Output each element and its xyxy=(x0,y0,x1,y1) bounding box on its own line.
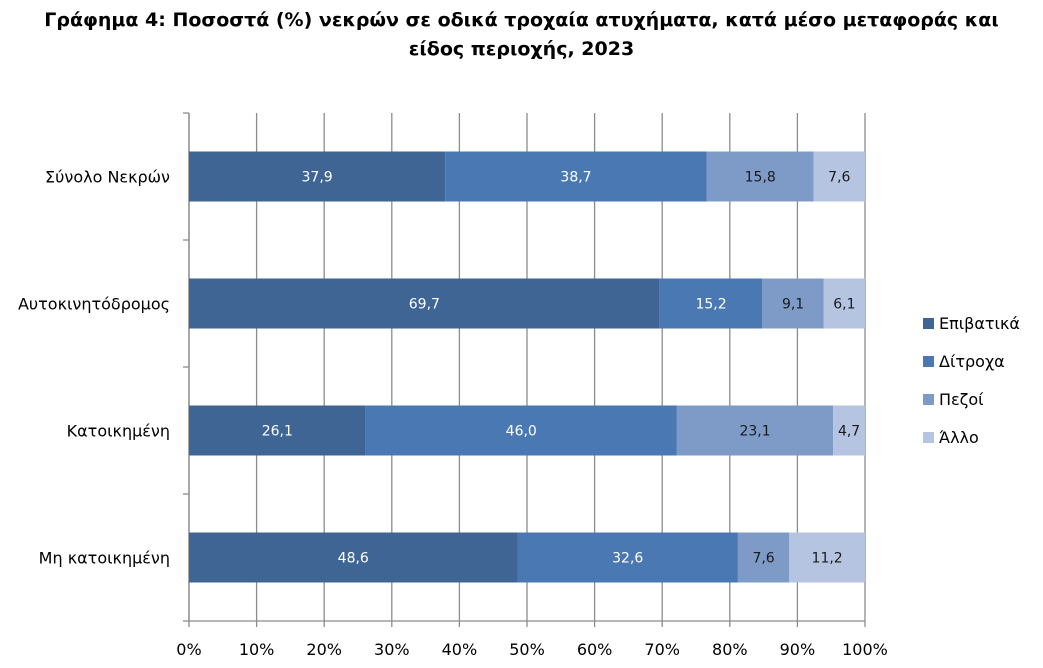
x-tick-label: 70% xyxy=(644,640,680,659)
bar-segment xyxy=(517,532,738,583)
legend-label: Δίτροχα xyxy=(939,352,1005,371)
data-label: 11,2 xyxy=(812,551,843,567)
bar-segment xyxy=(833,405,865,456)
x-tick-label: 40% xyxy=(442,640,478,659)
data-label: 7,6 xyxy=(752,551,774,567)
title-line-2: είδος περιοχής, 2023 xyxy=(408,38,635,60)
category-label: Κατοικημένη xyxy=(67,422,170,441)
bar-segment xyxy=(823,278,865,329)
bar-segment xyxy=(189,532,518,583)
bar-segment xyxy=(813,151,865,202)
legend-label: Επιβατικά xyxy=(939,314,1020,333)
legend-swatch xyxy=(923,356,934,367)
data-label: 69,7 xyxy=(409,297,440,313)
legend-label: Πεζοί xyxy=(939,390,984,409)
bar-segment xyxy=(762,278,824,329)
category-label: Αυτοκινητόδρομος xyxy=(18,295,170,314)
data-label: 37,9 xyxy=(302,170,333,186)
category-label: Μη κατοικημένη xyxy=(39,549,170,568)
data-label: 26,1 xyxy=(262,424,293,440)
data-label: 4,7 xyxy=(838,424,860,440)
data-label: 32,6 xyxy=(612,551,643,567)
data-label: 48,6 xyxy=(338,551,369,567)
legend-label: Άλλο xyxy=(939,428,979,447)
x-tick-label: 60% xyxy=(577,640,613,659)
bar-segment xyxy=(737,532,790,583)
bar-segment xyxy=(189,405,366,456)
x-tick-label: 100% xyxy=(842,640,888,659)
bar-segment xyxy=(789,532,865,583)
x-tick-label: 50% xyxy=(509,640,545,659)
bar-segment xyxy=(445,151,707,202)
data-label: 7,6 xyxy=(828,170,850,186)
legend-swatch xyxy=(923,432,934,443)
legend-swatch xyxy=(923,318,934,329)
bar-segment xyxy=(189,278,660,329)
category-label: Σύνολο Νεκρών xyxy=(45,168,170,187)
x-tick-label: 0% xyxy=(176,640,201,659)
data-label: 46,0 xyxy=(506,424,537,440)
bar-segment xyxy=(659,278,763,329)
data-label: 38,7 xyxy=(560,170,591,186)
bar-segment xyxy=(365,405,677,456)
title-line-1: Γράφημα 4: Ποσοστά (%) νεκρών σε οδικά τ… xyxy=(44,9,999,31)
data-label: 6,1 xyxy=(833,297,855,313)
data-label: 9,1 xyxy=(782,297,804,313)
bar-segment xyxy=(189,151,446,202)
bar-segment xyxy=(676,405,834,456)
data-label: 15,8 xyxy=(745,170,776,186)
legend-swatch xyxy=(923,394,934,405)
x-tick-label: 20% xyxy=(306,640,342,659)
bar-segment xyxy=(706,151,814,202)
chart-title: Γράφημα 4: Ποσοστά (%) νεκρών σε οδικά τ… xyxy=(0,6,1043,64)
x-tick-label: 30% xyxy=(374,640,410,659)
x-tick-label: 90% xyxy=(780,640,816,659)
x-tick-label: 80% xyxy=(712,640,748,659)
data-label: 15,2 xyxy=(695,297,726,313)
data-label: 23,1 xyxy=(739,424,770,440)
x-tick-label: 10% xyxy=(239,640,275,659)
